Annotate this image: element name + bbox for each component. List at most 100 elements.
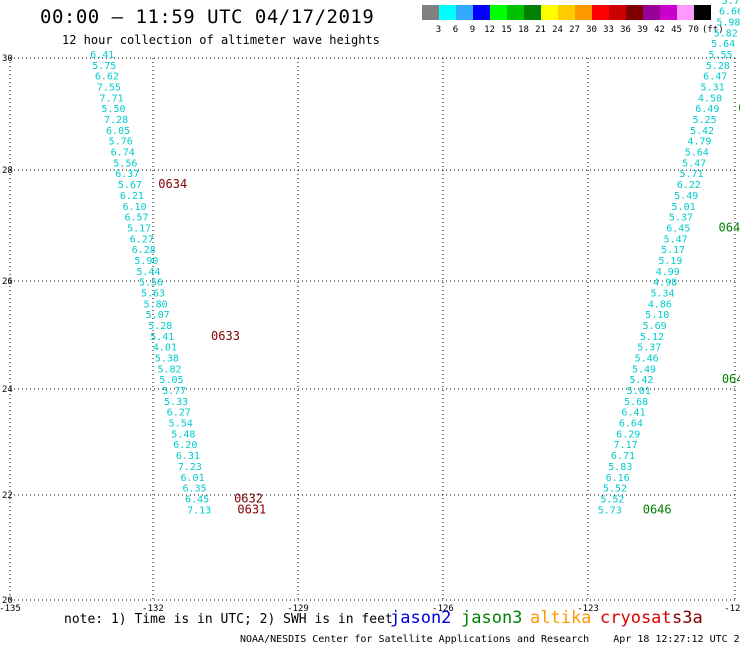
wave-height-point: 6.10: [123, 202, 147, 213]
scale-swatch: [677, 5, 694, 20]
wave-height-point: 5.68: [624, 397, 648, 408]
chart-title: 00:00 – 11:59 UTC 04/17/2019: [40, 6, 375, 28]
wave-height-point: 6.31: [176, 451, 200, 462]
wave-height-point: 6.16: [606, 473, 630, 484]
wave-height-point: 5.76: [109, 137, 133, 148]
wave-height-point: 6.27: [130, 234, 154, 245]
pass-time-label: 064: [738, 101, 740, 115]
wave-height-point: 6.57: [124, 213, 148, 224]
footer-credit: NOAA/NESDIS Center for Satellite Applica…: [240, 634, 590, 645]
x-tick-label: -126: [432, 604, 454, 614]
wave-height-point: 5.71: [679, 169, 703, 180]
wave-height-point: 5.47: [664, 234, 688, 245]
wave-height-point: 5.55: [708, 50, 732, 61]
scale-label: 33: [603, 25, 614, 35]
pass-time-label: 0647: [722, 372, 740, 386]
y-tick-label: 28: [2, 166, 13, 176]
scale-label: 42: [654, 25, 665, 35]
wave-height-point: 5.37: [637, 343, 661, 354]
scale-swatch: [558, 5, 575, 20]
wave-height-point: 5.52: [603, 484, 627, 495]
wave-height-point: 5.73: [598, 505, 622, 516]
wave-height-point: 5.75: [722, 0, 740, 7]
wave-height-point: 4.98: [653, 278, 677, 289]
y-tick-label: 24: [2, 385, 13, 395]
wave-height-point: 5.37: [669, 213, 693, 224]
scale-swatch: [660, 5, 677, 20]
wave-height-point: 5.64: [711, 39, 735, 50]
scale-swatch: [422, 5, 439, 20]
wave-height-point: 7.13: [187, 505, 211, 516]
wave-height-point: 6.62: [95, 72, 119, 83]
satellite-legend-cryosat: cryosat: [600, 608, 672, 628]
wave-height-point: 5.75: [92, 61, 116, 72]
scale-label: 30: [586, 25, 597, 35]
wave-height-point: 5.33: [164, 397, 188, 408]
note-text: note: 1) Time is in UTC; 2) SWH is in fe…: [64, 612, 393, 627]
pass-time-label: 0646: [643, 502, 672, 516]
wave-height-point: 6.29: [616, 429, 640, 440]
scale-label: 70: [688, 25, 699, 35]
wave-height-point: 6.41: [90, 50, 114, 61]
wave-height-point: 5.56: [139, 278, 163, 289]
wave-height-point: 5.28: [706, 61, 730, 72]
wave-height-point: 5.49: [674, 191, 698, 202]
pass-time-label: 0631: [237, 502, 266, 516]
x-tick-label: -123: [577, 604, 599, 614]
wave-height-point: 6.64: [619, 419, 643, 430]
wave-height-point: 7.71: [99, 93, 123, 104]
wave-height-point: 6.47: [703, 72, 727, 83]
wave-height-point: 6.28: [132, 245, 156, 256]
scale-swatch: [473, 5, 490, 20]
wave-height-point: 5.48: [171, 429, 195, 440]
wave-height-point: 5.69: [643, 321, 667, 332]
scale-swatch: [524, 5, 541, 20]
wave-height-point: 5.44: [136, 267, 160, 278]
wave-height-point: 5.01: [672, 202, 696, 213]
scale-label: 45: [671, 25, 682, 35]
scale-label: 6: [452, 25, 459, 35]
scale-swatch: [507, 5, 524, 20]
x-tick-label: -129: [287, 604, 309, 614]
scale-label: 36: [620, 25, 631, 35]
wave-height-point: 6.27: [167, 408, 191, 419]
scale-label: 12: [484, 25, 495, 35]
wave-height-point: 5.28: [148, 321, 172, 332]
wave-height-point: 7.23: [178, 462, 202, 473]
x-tick-label: -132: [142, 604, 164, 614]
footer: NOAA/NESDIS Center for Satellite Applica…: [240, 634, 740, 645]
scale-swatch: [694, 5, 711, 20]
scale-label: (ft): [702, 25, 724, 35]
wave-height-point: 4.01: [153, 343, 177, 354]
scale-label: 9: [469, 25, 476, 35]
wave-height-point: 5.52: [600, 494, 624, 505]
scale-swatch: [439, 5, 456, 20]
scale-swatch: [456, 5, 473, 20]
wave-height-point: 5.41: [150, 332, 174, 343]
wave-height-point: 6.35: [182, 484, 206, 495]
y-tick-label: 20: [2, 596, 13, 606]
wave-height-point: 5.80: [144, 299, 168, 310]
wave-height-point: 6.45: [185, 494, 209, 505]
pass-time-label: 0633: [211, 329, 240, 343]
wave-height-point: 5.10: [645, 310, 669, 321]
chart-subtitle: 12 hour collection of altimeter wave hei…: [62, 33, 380, 47]
satellite-legend-altika: altika: [530, 608, 592, 628]
scale-label: 15: [501, 25, 512, 35]
wave-height-point: 5.19: [658, 256, 682, 267]
wave-height-point: 6.05: [106, 126, 130, 137]
wave-height-point: 6.37: [115, 169, 139, 180]
scale-swatch: [643, 5, 660, 20]
footer-timestamp: Apr 18 12:27:12 UTC 2019: [613, 634, 740, 645]
wave-height-point: 5.34: [650, 288, 674, 299]
scale-swatch: [541, 5, 558, 20]
wave-height-point: 5.05: [159, 375, 183, 386]
wave-height-point: 6.41: [621, 408, 645, 419]
wave-height-point: 5.49: [632, 364, 656, 375]
wave-height-point: 5.77: [162, 386, 186, 397]
wave-height-point: 6.45: [666, 223, 690, 234]
wave-height-point: 5.12: [640, 332, 664, 343]
wave-height-point: 5.47: [682, 158, 706, 169]
wave-height-point: 6.22: [677, 180, 701, 191]
pass-time-label: 0634: [158, 177, 187, 191]
